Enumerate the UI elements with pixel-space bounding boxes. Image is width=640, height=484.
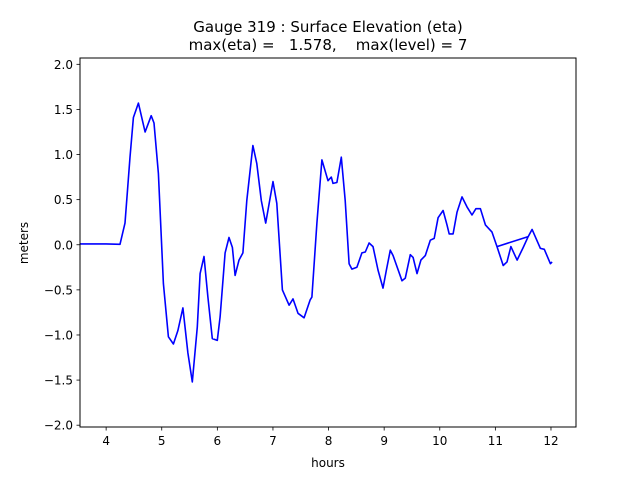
x-tick-label: 6 (214, 434, 222, 448)
y-tick-label: 1.0 (54, 148, 73, 162)
y-axis-label: meters (17, 222, 31, 264)
x-tick-label: 12 (543, 434, 558, 448)
plot-area (80, 102, 553, 383)
x-tick-label: 4 (102, 434, 110, 448)
chart-subtitle: max(eta) = 1.578, max(level) = 7 (189, 36, 468, 54)
y-tick-label: −1.0 (44, 328, 73, 342)
x-tick-label: 10 (432, 434, 447, 448)
x-tick-label: 11 (488, 434, 503, 448)
x-axis-label: hours (311, 456, 345, 470)
x-tick-label: 8 (325, 434, 333, 448)
x-tick-label: 5 (158, 434, 166, 448)
y-tick-label: −1.5 (44, 374, 73, 388)
axes-frame (79, 57, 577, 428)
x-tick-label: 9 (380, 434, 388, 448)
x-axis: 4 5 6 7 8 9 10 11 12 (102, 427, 559, 448)
series-line-eta (80, 102, 553, 383)
y-tick-label: −2.0 (44, 419, 73, 433)
y-tick-label: −0.5 (44, 283, 73, 297)
x-tick-label: 7 (269, 434, 277, 448)
y-tick-label: 2.0 (54, 58, 73, 72)
y-axis: −2.0 −1.5 −1.0 −0.5 0.0 0.5 1.0 1.5 2.0 (44, 58, 80, 433)
chart-title: Gauge 319 : Surface Elevation (eta) (193, 18, 462, 36)
y-tick-label: 0.5 (54, 193, 73, 207)
y-tick-label: 0.0 (54, 238, 73, 252)
y-tick-label: 1.5 (54, 103, 73, 117)
